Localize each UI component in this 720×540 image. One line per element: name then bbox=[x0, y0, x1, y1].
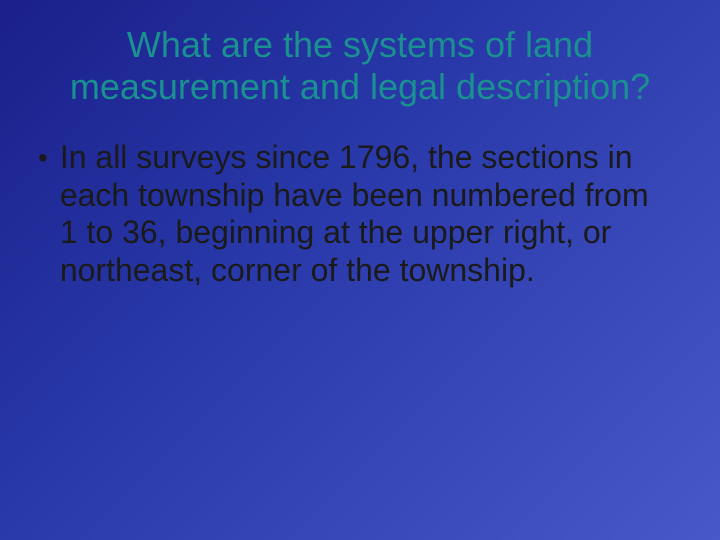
bullet-text: In all surveys since 1796, the sections … bbox=[60, 139, 670, 290]
bullet-marker: • bbox=[38, 141, 48, 175]
slide-content: • In all surveys since 1796, the section… bbox=[28, 139, 692, 290]
bullet-item: • In all surveys since 1796, the section… bbox=[38, 139, 692, 290]
slide: What are the systems of land measurement… bbox=[0, 0, 720, 540]
slide-title: What are the systems of land measurement… bbox=[28, 24, 692, 109]
